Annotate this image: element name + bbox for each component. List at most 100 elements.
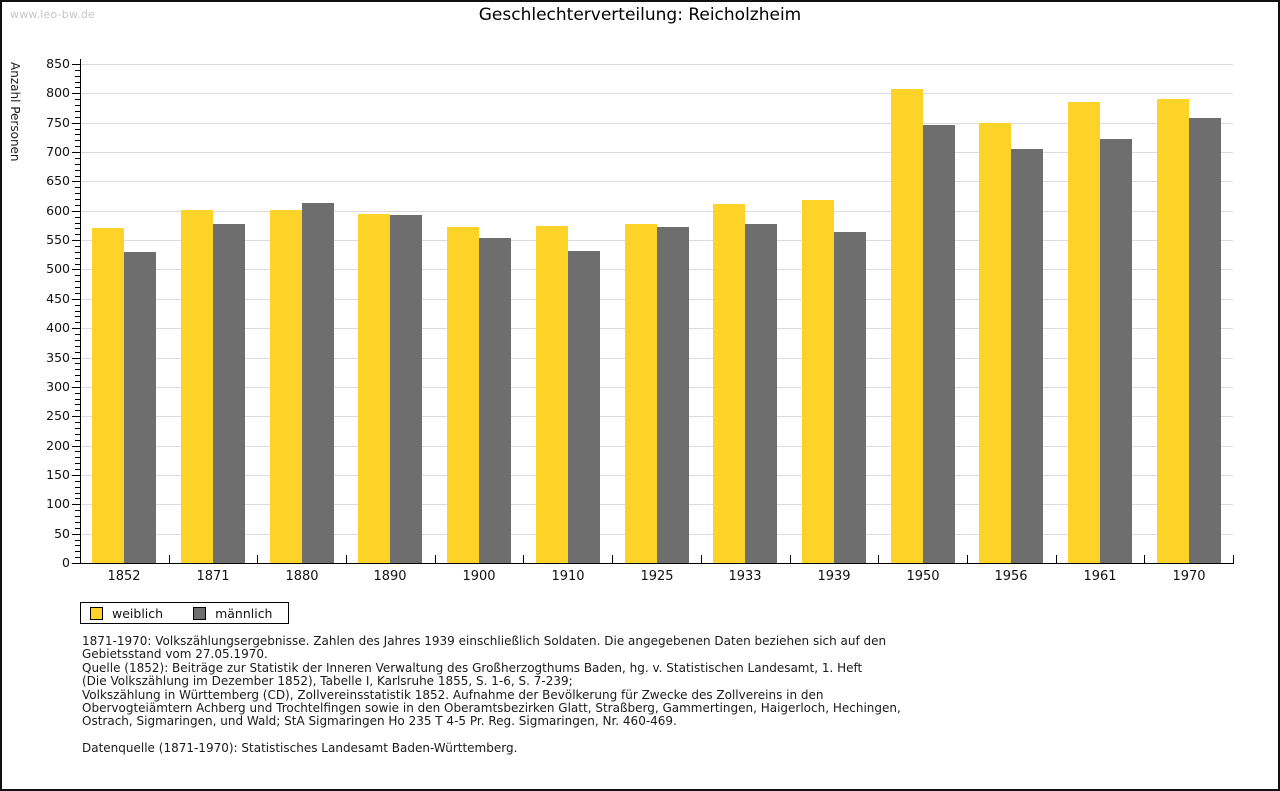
bar-weiblich-1970	[1157, 99, 1189, 563]
x-tick-label-1961: 1961	[1083, 569, 1117, 584]
y-minor-tick	[75, 381, 80, 382]
y-minor-tick	[75, 463, 80, 464]
bar-weiblich-1933	[713, 204, 745, 563]
x-boundary-tick	[346, 555, 347, 563]
bar-weiblich-1925	[625, 224, 657, 563]
y-major-tick-700	[72, 152, 80, 153]
x-tick-label-1852: 1852	[107, 569, 141, 584]
x-boundary-tick	[612, 555, 613, 563]
y-minor-tick	[75, 352, 80, 353]
legend-label-weiblich: weiblich	[112, 605, 164, 621]
y-tick-label-150: 150	[46, 467, 70, 482]
x-tick-label-1939: 1939	[817, 569, 851, 584]
x-tick-label-1925: 1925	[640, 569, 674, 584]
bar-männlich-1852	[124, 252, 156, 563]
x-boundary-tick	[1056, 555, 1057, 563]
y-tick-label-850: 850	[46, 56, 70, 71]
footnote-line: (Die Volkszählung im Dezember 1852), Tab…	[82, 674, 573, 689]
footnote-line: Volkszählung in Württemberg (CD), Zollve…	[82, 687, 824, 702]
y-minor-tick	[75, 316, 80, 317]
y-minor-tick	[75, 510, 80, 511]
y-minor-tick	[75, 199, 80, 200]
y-tick-label-200: 200	[46, 438, 70, 453]
y-major-tick-300	[72, 387, 80, 388]
x-tick-label-1900: 1900	[462, 569, 496, 584]
y-minor-tick	[75, 545, 80, 546]
y-major-tick-0	[72, 563, 80, 564]
y-major-tick-600	[72, 211, 80, 212]
legend-label-maennlich: männlich	[215, 605, 273, 621]
footnote-line: Quelle (1852): Beiträge zur Statistik de…	[82, 660, 863, 675]
y-minor-tick	[75, 193, 80, 194]
bar-männlich-1933	[745, 224, 777, 563]
y-major-tick-350	[72, 358, 80, 359]
y-axis-line	[80, 59, 81, 564]
y-minor-tick	[75, 322, 80, 323]
y-minor-tick	[75, 228, 80, 229]
y-tick-label-250: 250	[46, 408, 70, 423]
bar-männlich-1910	[568, 251, 600, 563]
bar-weiblich-1956	[979, 123, 1011, 563]
x-boundary-tick	[257, 555, 258, 563]
bar-männlich-1961	[1100, 139, 1132, 563]
y-minor-tick	[75, 340, 80, 341]
x-boundary-tick	[701, 555, 702, 563]
y-minor-tick	[75, 105, 80, 106]
x-boundary-tick	[878, 555, 879, 563]
footnote-line: Ostrach, Sigmaringen, und Wald; StA Sigm…	[82, 714, 677, 729]
y-tick-label-800: 800	[46, 85, 70, 100]
y-tick-label-300: 300	[46, 379, 70, 394]
bar-weiblich-1900	[447, 227, 479, 563]
y-tick-label-650: 650	[46, 173, 70, 188]
y-minor-tick	[75, 375, 80, 376]
x-tick-label-1956: 1956	[994, 569, 1028, 584]
legend-swatch-maennlich-icon	[193, 606, 207, 620]
y-minor-tick	[75, 140, 80, 141]
x-boundary-tick	[523, 555, 524, 563]
legend-item-weiblich: weiblich	[90, 606, 163, 621]
y-minor-tick	[75, 469, 80, 470]
y-major-tick-250	[72, 416, 80, 417]
bar-männlich-1925	[657, 227, 689, 563]
bar-weiblich-1910	[536, 226, 568, 563]
y-major-tick-50	[72, 534, 80, 535]
y-minor-tick	[75, 481, 80, 482]
y-minor-tick	[75, 76, 80, 77]
gridline-600	[81, 211, 1233, 212]
y-minor-tick	[75, 129, 80, 130]
x-axis-line	[80, 563, 1234, 564]
y-minor-tick	[75, 410, 80, 411]
y-tick-label-500: 500	[46, 261, 70, 276]
x-tick-label-1880: 1880	[285, 569, 319, 584]
y-minor-tick	[75, 275, 80, 276]
bar-weiblich-1890	[358, 214, 390, 563]
y-minor-tick	[75, 87, 80, 88]
bar-weiblich-1871	[181, 210, 213, 563]
y-minor-tick	[75, 528, 80, 529]
gridline-850	[81, 64, 1233, 65]
x-tick-label-1871: 1871	[196, 569, 230, 584]
bar-männlich-1939	[834, 232, 866, 563]
y-minor-tick	[75, 70, 80, 71]
y-minor-tick	[75, 404, 80, 405]
y-minor-tick	[75, 551, 80, 552]
y-minor-tick	[75, 293, 80, 294]
y-minor-tick	[75, 205, 80, 206]
y-minor-tick	[75, 264, 80, 265]
bar-männlich-1880	[302, 203, 334, 563]
bar-männlich-1950	[923, 125, 955, 563]
x-boundary-tick	[790, 555, 791, 563]
y-major-tick-400	[72, 328, 80, 329]
y-minor-tick	[75, 428, 80, 429]
y-minor-tick	[75, 516, 80, 517]
y-minor-tick	[75, 246, 80, 247]
footnote-line: 1871-1970: Volkszählungsergebnisse. Zahl…	[82, 634, 887, 648]
footnote-line: Gebietsstand vom 27.05.1970.	[82, 647, 268, 662]
y-minor-tick	[75, 451, 80, 452]
y-major-tick-200	[72, 446, 80, 447]
bar-männlich-1956	[1011, 149, 1043, 563]
x-tick-label-1910: 1910	[551, 569, 585, 584]
y-minor-tick	[75, 223, 80, 224]
